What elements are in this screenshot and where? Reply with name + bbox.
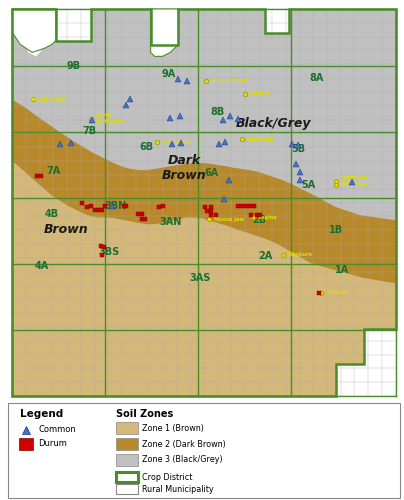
Text: 1B: 1B xyxy=(329,225,343,235)
Text: 2A: 2A xyxy=(258,251,272,261)
Text: Yorkton: Yorkton xyxy=(340,182,362,187)
Text: 3AN: 3AN xyxy=(159,217,181,227)
Text: Prince Albert: Prince Albert xyxy=(211,78,248,84)
Text: Moose Jaw: Moose Jaw xyxy=(214,216,244,222)
Text: Saskatoon: Saskatoon xyxy=(161,140,191,145)
Text: Estevan: Estevan xyxy=(326,290,348,295)
Text: Creighton
/Flin Flon: Creighton /Flin Flon xyxy=(341,176,369,186)
Text: Zone 1 (Brown): Zone 1 (Brown) xyxy=(142,424,204,432)
Text: Legend: Legend xyxy=(20,409,63,419)
Text: 9A: 9A xyxy=(161,69,176,79)
Text: 8B: 8B xyxy=(210,106,225,117)
Text: Soil Zones: Soil Zones xyxy=(116,409,173,419)
Text: Durum: Durum xyxy=(38,440,67,448)
Text: 6B: 6B xyxy=(140,142,154,152)
Text: Common: Common xyxy=(38,426,76,434)
Text: Rural Municipality: Rural Municipality xyxy=(142,484,214,494)
Text: Zone 2 (Dark Brown): Zone 2 (Dark Brown) xyxy=(142,440,226,448)
Text: Black/Grey: Black/Grey xyxy=(236,117,311,130)
Text: 7A: 7A xyxy=(47,166,61,176)
Text: Weyburn: Weyburn xyxy=(288,252,313,257)
Text: 5B: 5B xyxy=(292,144,306,154)
Bar xyxy=(116,472,138,482)
Text: 2B: 2B xyxy=(252,216,266,226)
Bar xyxy=(19,438,33,450)
Text: 4B: 4B xyxy=(45,210,59,220)
Text: Crop District: Crop District xyxy=(142,472,192,482)
Text: Zone 3 (Black/Grey): Zone 3 (Black/Grey) xyxy=(142,456,223,464)
Polygon shape xyxy=(13,9,56,52)
Text: North
Battleford: North Battleford xyxy=(95,114,124,124)
Bar xyxy=(116,422,138,434)
Text: Regina: Regina xyxy=(257,214,277,220)
Text: Humboldt: Humboldt xyxy=(246,137,274,142)
Polygon shape xyxy=(13,161,396,396)
Polygon shape xyxy=(13,9,56,56)
Text: 3BN: 3BN xyxy=(104,202,126,211)
Text: Lloydminster: Lloydminster xyxy=(31,96,68,102)
Text: 4A: 4A xyxy=(35,260,49,270)
Text: 3BS: 3BS xyxy=(99,247,120,257)
Text: 8A: 8A xyxy=(309,73,324,83)
Polygon shape xyxy=(151,9,178,56)
Bar xyxy=(116,454,138,466)
Text: 6A: 6A xyxy=(205,168,219,178)
Polygon shape xyxy=(13,9,396,396)
Text: Melfort: Melfort xyxy=(249,92,270,96)
Bar xyxy=(116,438,138,450)
Text: Brown: Brown xyxy=(162,169,206,182)
Text: 5A: 5A xyxy=(301,180,316,190)
Text: 7B: 7B xyxy=(82,126,97,136)
Text: Dark: Dark xyxy=(168,154,201,167)
Text: 9B: 9B xyxy=(67,61,81,71)
Text: Brown: Brown xyxy=(43,223,88,236)
Text: 3AS: 3AS xyxy=(189,272,211,282)
Bar xyxy=(116,484,138,494)
Polygon shape xyxy=(13,100,396,284)
Text: 1A: 1A xyxy=(335,264,349,274)
